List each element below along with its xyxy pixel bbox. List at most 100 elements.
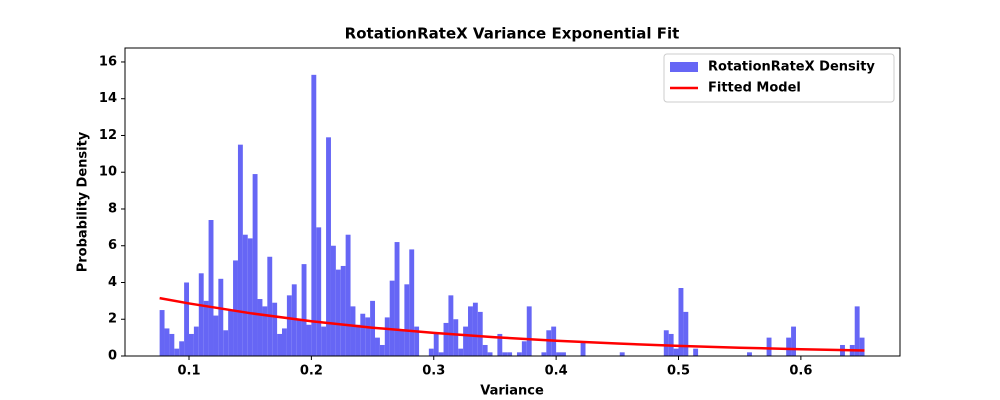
bar — [193, 326, 199, 356]
bar — [360, 313, 366, 356]
y-tick-label: 8 — [108, 201, 117, 216]
bar — [379, 344, 385, 356]
bar — [296, 319, 302, 356]
x-tick-label: 0.4 — [545, 364, 568, 379]
bar — [375, 337, 380, 356]
bar — [526, 306, 532, 356]
y-axis-label: Probability Density — [76, 131, 91, 272]
x-axis-label: Variance — [480, 384, 544, 399]
bar — [277, 333, 283, 356]
bar — [316, 227, 322, 356]
bar — [541, 352, 547, 356]
bar — [267, 256, 273, 356]
bar — [169, 333, 175, 356]
bar — [286, 295, 292, 356]
y-tick-label: 2 — [108, 312, 117, 327]
legend-label: RotationRateX Density — [708, 60, 875, 75]
y-tick-label: 0 — [108, 349, 117, 364]
x-tick-label: 0.5 — [667, 364, 690, 379]
bar — [747, 352, 752, 356]
bar — [414, 326, 420, 356]
bar — [580, 341, 586, 356]
y-tick-label: 16 — [99, 54, 117, 69]
bar — [262, 306, 268, 356]
bar — [859, 337, 865, 356]
bar — [453, 319, 459, 356]
bar — [301, 264, 307, 356]
bar — [335, 269, 341, 356]
bar — [326, 137, 331, 356]
bar — [693, 348, 699, 356]
plot-frame — [124, 47, 901, 357]
x-tick-label: 0.6 — [789, 364, 812, 379]
bar — [463, 326, 469, 356]
y-tick-label: 12 — [99, 128, 117, 143]
bar — [223, 330, 229, 356]
bar — [350, 306, 356, 356]
x-tick-label: 0.1 — [177, 364, 200, 379]
bar — [213, 315, 219, 356]
y-tick-label: 10 — [99, 165, 117, 180]
bar — [521, 341, 527, 356]
bar — [683, 311, 689, 356]
bar — [198, 273, 204, 356]
bar — [673, 348, 679, 356]
bar — [448, 295, 454, 356]
bar — [468, 306, 473, 356]
bar — [306, 324, 312, 356]
bar — [502, 352, 508, 356]
bar — [159, 310, 165, 356]
bar — [556, 352, 562, 356]
bar — [458, 348, 464, 356]
chart-title: RotationRateX Variance Exponential Fit — [345, 25, 680, 43]
bar — [678, 288, 684, 356]
bar — [179, 341, 185, 356]
bar — [497, 333, 503, 356]
legend-label: Fitted Model — [708, 81, 801, 96]
bar — [164, 328, 170, 356]
bar — [252, 174, 258, 356]
bar — [443, 322, 449, 356]
bar — [208, 220, 214, 356]
bar — [355, 324, 361, 356]
bar — [174, 348, 180, 356]
bar — [394, 242, 400, 356]
bar — [438, 352, 444, 356]
bar — [786, 337, 792, 356]
bar — [791, 326, 796, 356]
bar — [389, 280, 395, 356]
bar — [282, 328, 287, 356]
bar — [345, 234, 351, 356]
bar — [516, 352, 522, 356]
bar — [409, 249, 415, 356]
bar — [233, 260, 238, 356]
bar — [507, 352, 513, 356]
x-tick-label: 0.2 — [300, 364, 323, 379]
bar — [340, 265, 346, 356]
bar — [228, 310, 234, 356]
bar — [428, 348, 434, 356]
y-tick-label: 4 — [108, 275, 117, 290]
bar — [218, 278, 224, 356]
y-tick-label: 6 — [108, 238, 117, 253]
bar — [561, 352, 566, 356]
bar — [272, 302, 278, 356]
bar — [384, 317, 390, 356]
bar — [487, 352, 493, 356]
y-tick-label: 14 — [99, 91, 117, 106]
bar — [184, 282, 190, 356]
fit-line — [159, 296, 865, 352]
legend-swatch — [670, 62, 698, 72]
bar — [247, 238, 253, 356]
x-tick-label: 0.3 — [422, 364, 445, 379]
bar — [766, 337, 772, 356]
bar — [404, 284, 410, 356]
bar — [482, 344, 488, 356]
bar — [399, 330, 405, 356]
bar — [330, 245, 336, 356]
bar — [189, 333, 194, 356]
bar — [619, 352, 625, 356]
bar — [242, 234, 248, 356]
bar — [237, 144, 243, 356]
